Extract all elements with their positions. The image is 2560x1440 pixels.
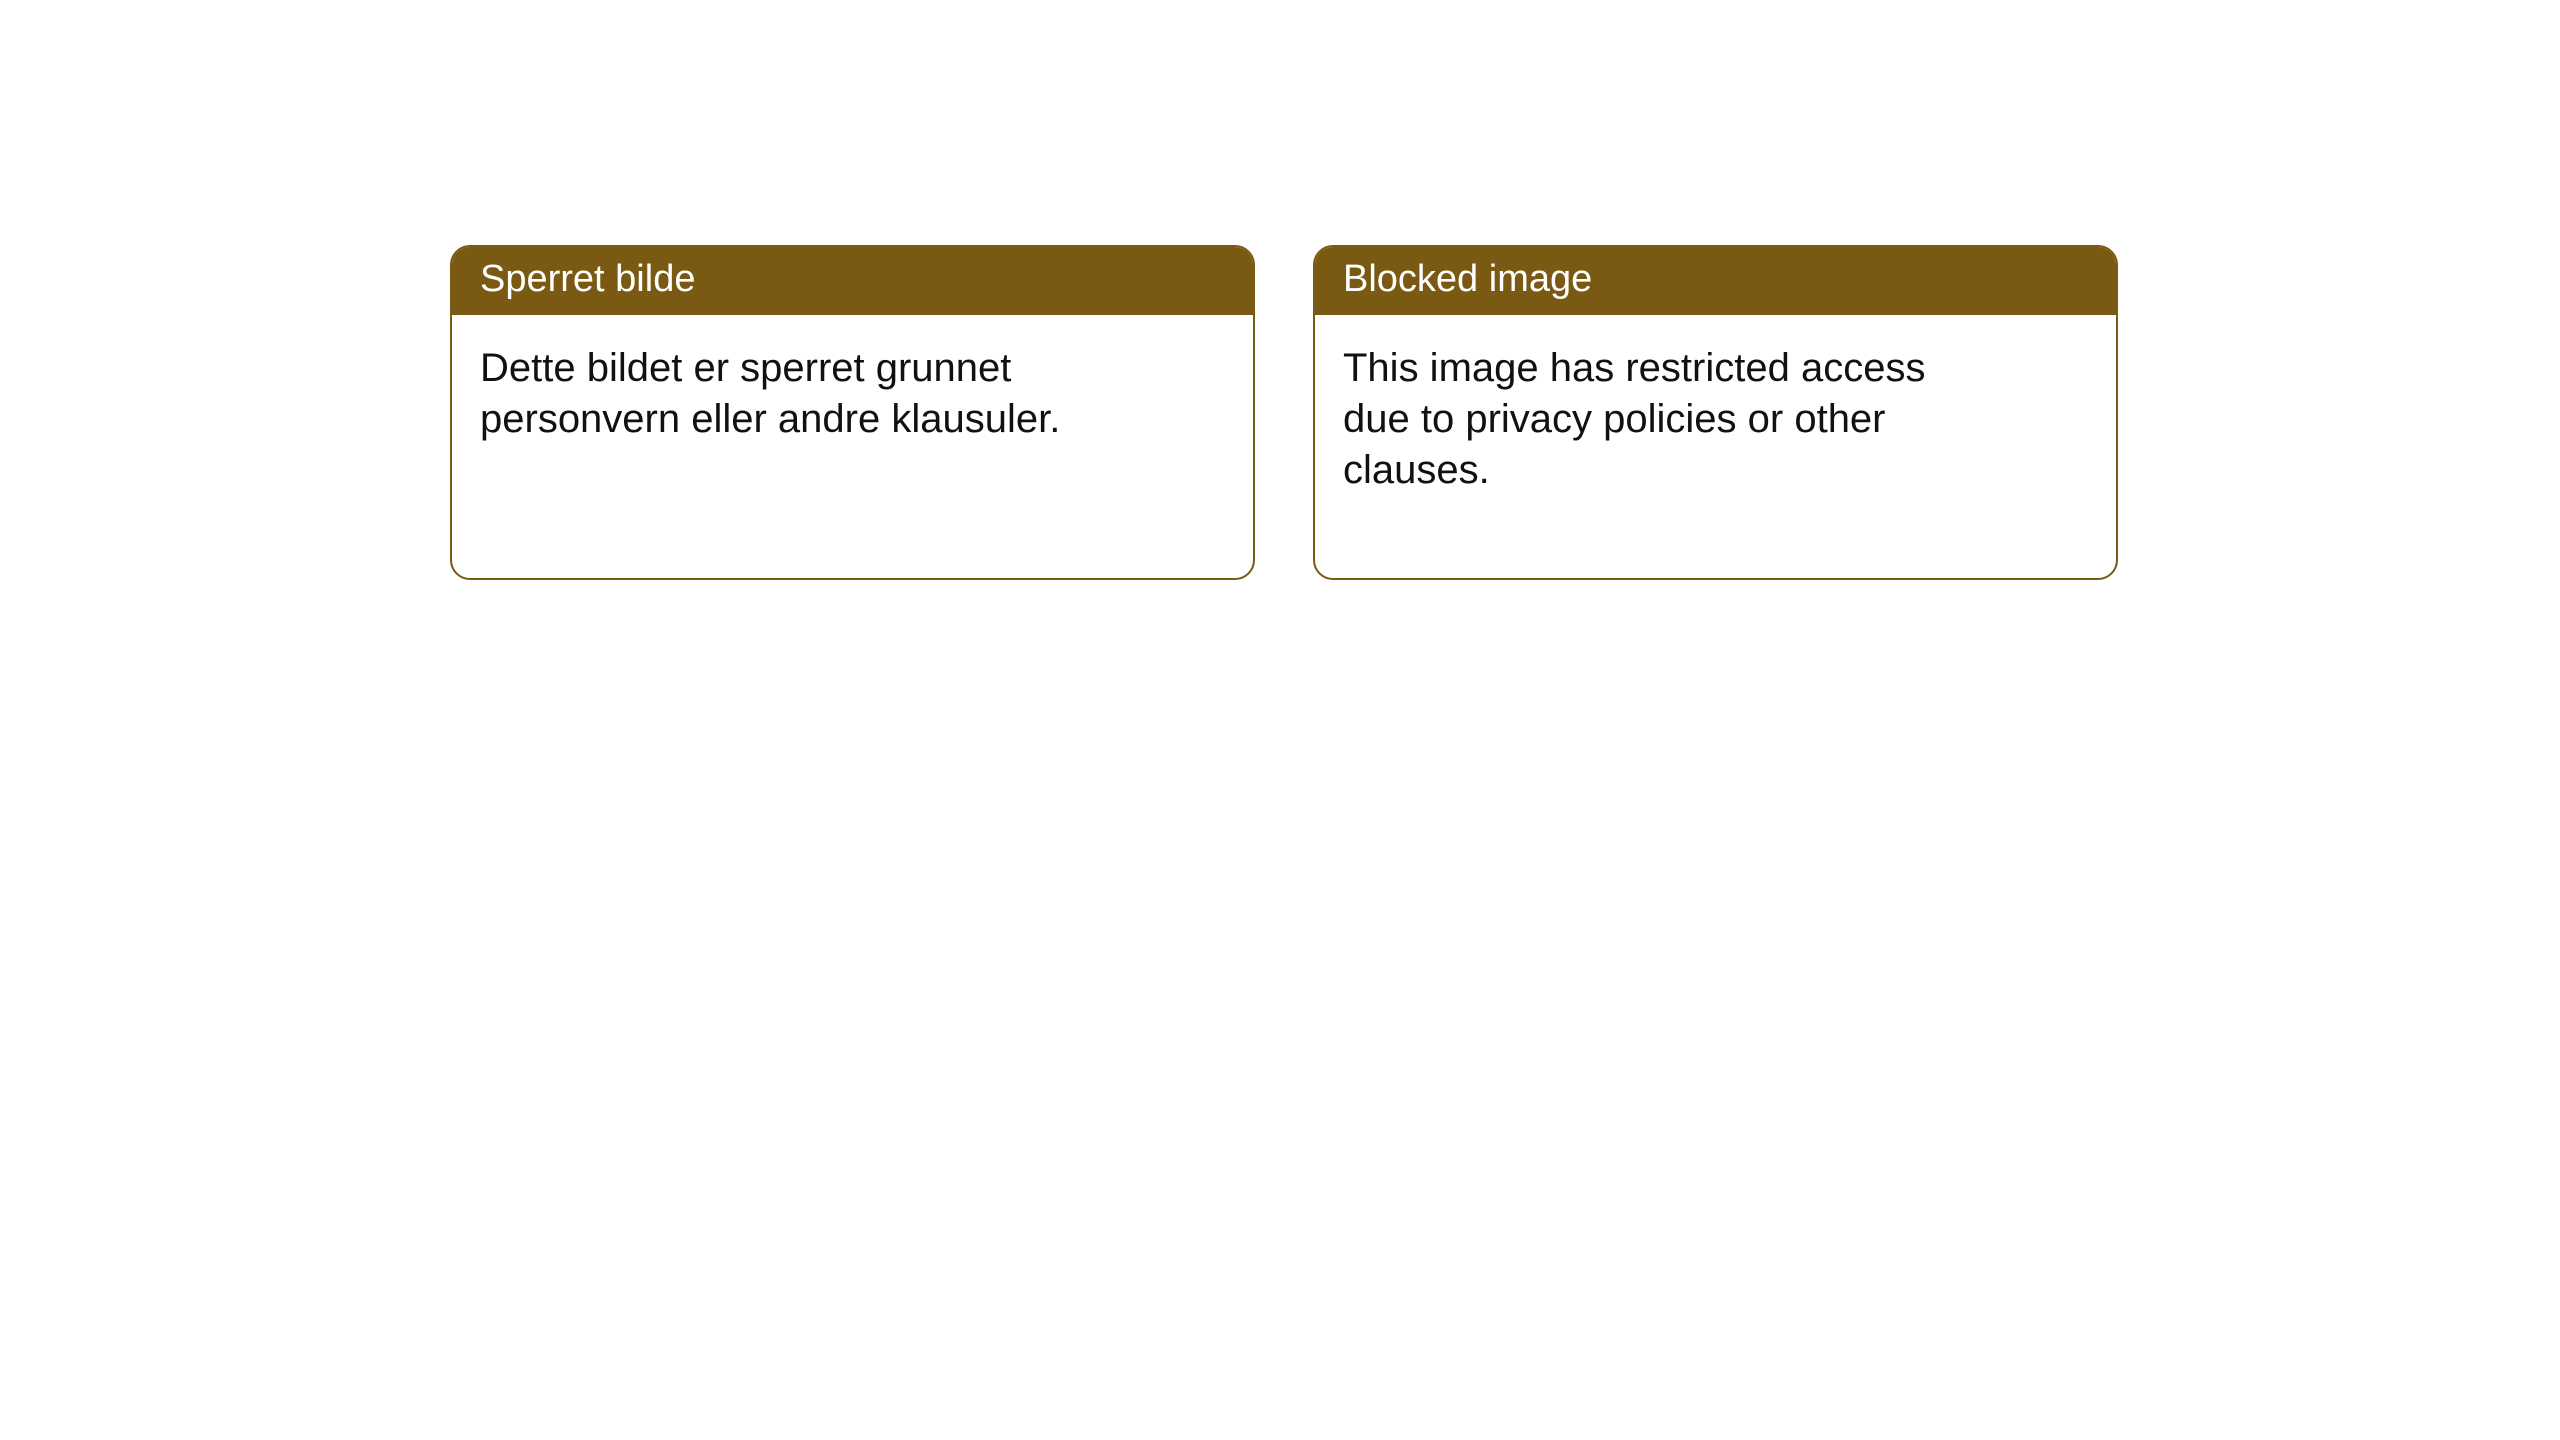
notice-title: Blocked image [1315, 247, 2116, 315]
notice-card-english: Blocked image This image has restricted … [1313, 245, 2118, 580]
notice-title: Sperret bilde [452, 247, 1253, 315]
notice-body: This image has restricted access due to … [1315, 315, 1995, 525]
notice-body: Dette bildet er sperret grunnet personve… [452, 315, 1132, 473]
notice-card-norwegian: Sperret bilde Dette bildet er sperret gr… [450, 245, 1255, 580]
notice-container: Sperret bilde Dette bildet er sperret gr… [0, 0, 2560, 580]
